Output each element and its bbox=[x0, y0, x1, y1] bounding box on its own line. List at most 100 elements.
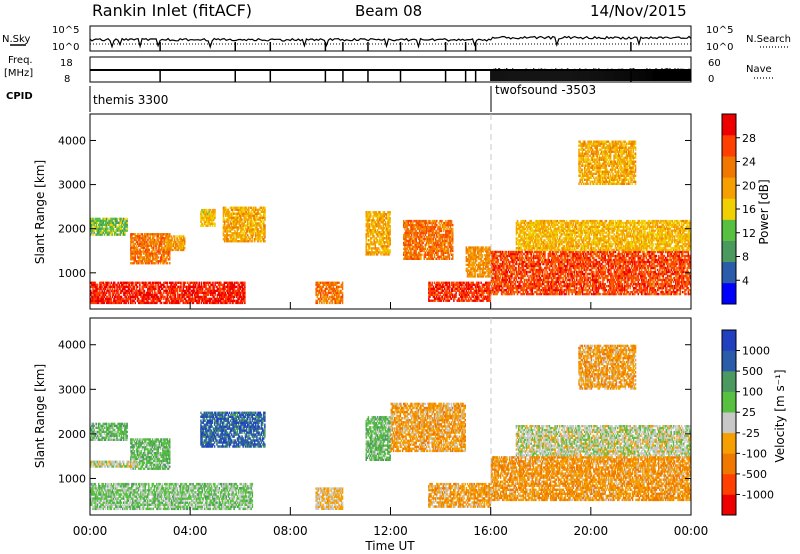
data-cell-0 bbox=[108, 301, 110, 305]
data-cell-1 bbox=[112, 223, 115, 226]
data-cell-8 bbox=[424, 219, 427, 223]
data-cell-1 bbox=[99, 221, 101, 224]
data-cell-8 bbox=[445, 255, 447, 258]
data-cell-0 bbox=[240, 285, 243, 289]
data-cell-0 bbox=[145, 293, 148, 297]
data-cell-4 bbox=[256, 222, 258, 225]
data-cell-0 bbox=[92, 281, 94, 284]
data-cell-1 bbox=[123, 229, 125, 232]
data-cell-6 bbox=[337, 287, 339, 291]
data-cell-6 bbox=[322, 299, 324, 303]
data-cell-7 bbox=[366, 217, 369, 220]
data-cell-4 bbox=[254, 228, 257, 231]
data-cell-7 bbox=[367, 219, 370, 222]
data-cell-0 bbox=[198, 291, 200, 295]
data-cell-6 bbox=[320, 289, 322, 293]
data-cell-0 bbox=[173, 291, 175, 295]
data-cell-0 bbox=[197, 293, 199, 297]
data-cell-8 bbox=[409, 235, 412, 239]
data-cell-0 bbox=[219, 293, 221, 297]
data-cell-2 bbox=[161, 244, 163, 247]
data-cell-0 bbox=[152, 297, 155, 301]
data-cell-7 bbox=[378, 211, 380, 214]
data-cell-8 bbox=[404, 249, 406, 253]
data-cell-0 bbox=[140, 299, 142, 303]
data-cell-5 bbox=[203, 222, 206, 225]
data-cell-8 bbox=[409, 257, 412, 260]
data-cell-9 bbox=[428, 295, 430, 298]
data-cell-0 bbox=[163, 301, 165, 305]
data-cell-0 bbox=[203, 281, 205, 284]
data-cell-2 bbox=[143, 233, 146, 236]
data-cell-0 bbox=[151, 293, 154, 297]
data-cell-1 bbox=[96, 231, 99, 234]
data-cell-4 bbox=[258, 218, 260, 221]
data-cell-1 bbox=[109, 227, 111, 230]
data-cell-8 bbox=[419, 251, 421, 254]
data-cell-4 bbox=[222, 234, 225, 237]
data-cell-8 bbox=[446, 245, 448, 249]
data-cell-4 bbox=[244, 212, 247, 215]
data-cell-4 bbox=[222, 226, 225, 229]
data-cell-9 bbox=[429, 295, 431, 298]
data-cell-8 bbox=[403, 237, 405, 241]
data-cell-8 bbox=[419, 235, 421, 239]
data-cell-0 bbox=[92, 301, 94, 305]
data-cell-0 bbox=[230, 281, 232, 284]
data-cell-4 bbox=[226, 230, 228, 233]
data-cell-8 bbox=[445, 221, 447, 225]
data-cell-8 bbox=[432, 249, 435, 253]
data-cell-6 bbox=[321, 287, 323, 291]
data-cell-0 bbox=[142, 285, 144, 289]
data-cell-8 bbox=[437, 253, 439, 256]
data-cell-0 bbox=[203, 293, 205, 297]
data-cell-0 bbox=[125, 291, 127, 295]
data-cell-4 bbox=[233, 232, 235, 235]
data-cell-6 bbox=[334, 281, 337, 284]
data-cell-5 bbox=[208, 220, 210, 223]
data-cell-1 bbox=[108, 219, 110, 222]
data-cell-0 bbox=[137, 291, 140, 295]
data-cell-8 bbox=[406, 257, 408, 260]
data-cell-0 bbox=[133, 291, 135, 295]
data-cell-4 bbox=[233, 224, 235, 227]
data-cell-3 bbox=[176, 245, 178, 248]
data-cell-7 bbox=[389, 227, 391, 230]
data-cell-0 bbox=[243, 283, 245, 287]
data-cell-8 bbox=[413, 219, 415, 223]
data-cell-0 bbox=[239, 293, 242, 297]
data-cell-6 bbox=[315, 299, 317, 303]
data-cell-8 bbox=[428, 245, 430, 249]
data-cell-2 bbox=[153, 240, 155, 244]
data-cell-4 bbox=[256, 208, 258, 211]
data-cell-7 bbox=[384, 253, 387, 256]
data-cell-2 bbox=[149, 252, 151, 255]
data-cell-0 bbox=[143, 293, 146, 297]
data-cell-0 bbox=[201, 287, 204, 291]
data-cell-0 bbox=[111, 285, 114, 289]
data-cell-9 bbox=[428, 291, 430, 294]
data-cell-2 bbox=[149, 242, 151, 246]
data-cell-7 bbox=[374, 211, 377, 214]
data-cell-7 bbox=[384, 217, 387, 220]
data-cell-0 bbox=[189, 281, 191, 284]
data-cell-8 bbox=[449, 219, 452, 223]
data-cell-0 bbox=[101, 297, 103, 301]
data-cell-0 bbox=[179, 295, 181, 299]
data-cell-8 bbox=[405, 247, 407, 251]
data-cell-0 bbox=[177, 297, 180, 301]
data-cell-0 bbox=[131, 283, 133, 287]
data-cell-0 bbox=[160, 301, 163, 305]
data-cell-0 bbox=[106, 295, 108, 299]
data-cell-3 bbox=[168, 245, 170, 248]
data-cell-0 bbox=[142, 281, 144, 284]
data-cell-9 bbox=[438, 299, 440, 302]
data-cell-0 bbox=[195, 285, 197, 289]
data-cell-4 bbox=[240, 232, 242, 235]
data-cell-4 bbox=[238, 214, 241, 217]
data-cell-8 bbox=[423, 253, 425, 256]
data-cell-8 bbox=[420, 237, 422, 241]
data-cell-6 bbox=[323, 281, 325, 284]
data-cell-4 bbox=[245, 238, 248, 241]
data-cell-0 bbox=[123, 285, 125, 289]
